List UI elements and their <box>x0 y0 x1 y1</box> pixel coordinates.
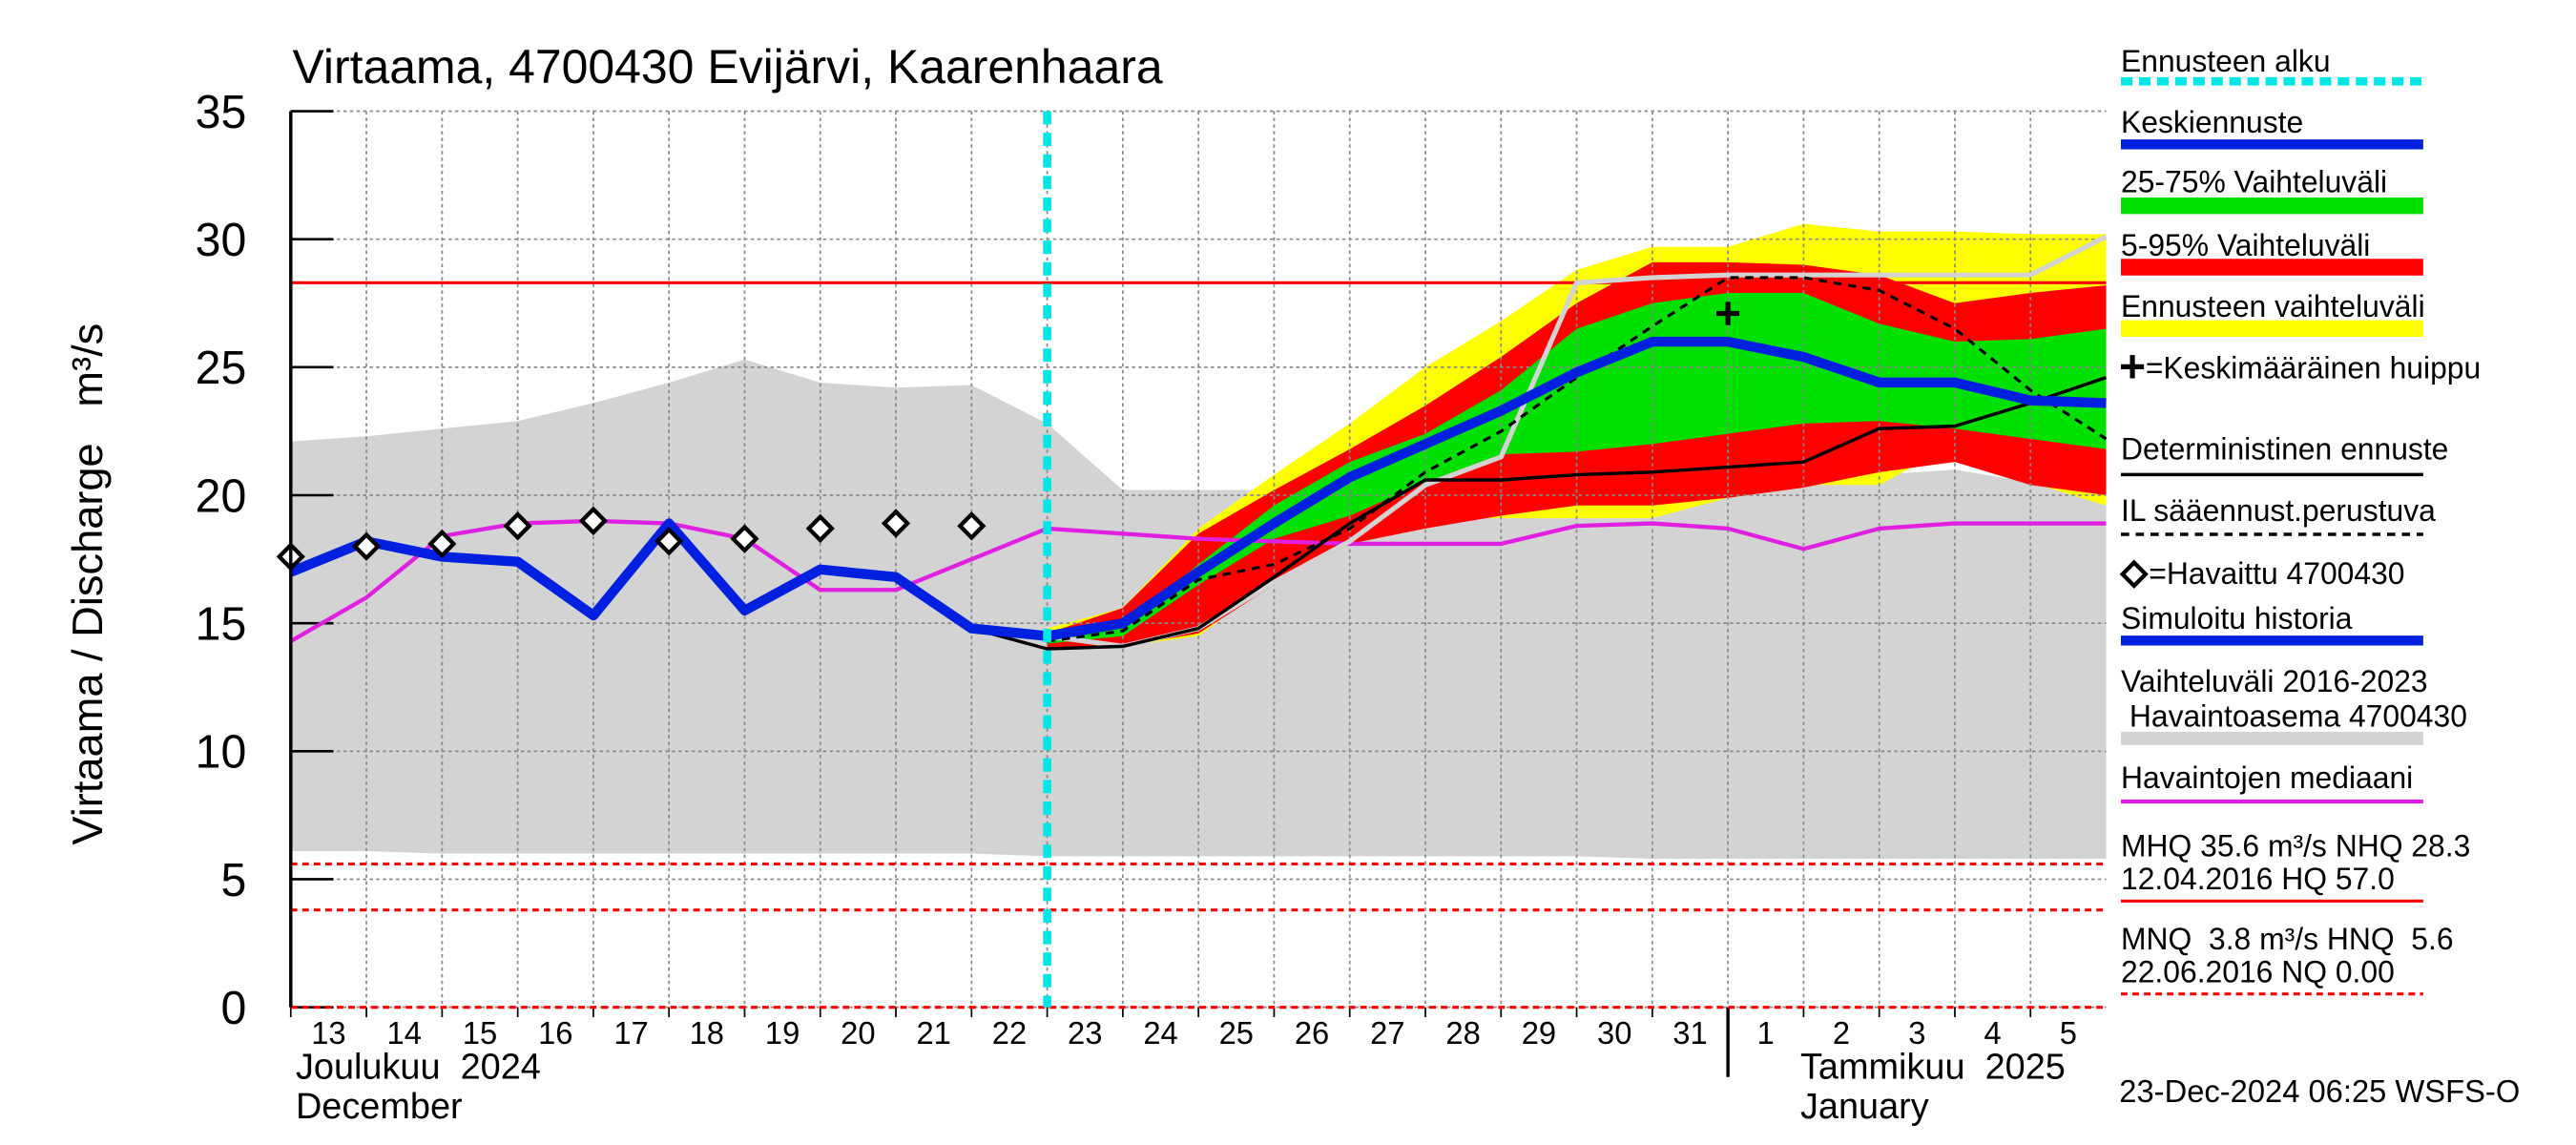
x-tick-label: 28 <box>1445 1015 1480 1051</box>
y-tick-label: 15 <box>196 598 247 650</box>
legend-label: 25-75% Vaihteluväli <box>2121 165 2387 199</box>
observed-point <box>427 529 457 559</box>
x-tick-label: 20 <box>841 1015 875 1051</box>
band <box>1047 293 2107 644</box>
legend-label: 5-95% Vaihteluväli <box>2121 228 2370 262</box>
legend-label: MHQ 35.6 m³/s NHQ 28.3 <box>2121 828 2470 863</box>
x-tick-label: 31 <box>1672 1015 1707 1051</box>
x-tick-label: 29 <box>1522 1015 1556 1051</box>
y-tick-label: 30 <box>196 215 247 266</box>
series-line <box>1046 336 2107 641</box>
x-tick-label: 24 <box>1143 1015 1177 1051</box>
y-tick-label: 25 <box>196 343 247 394</box>
x-tick-label: 26 <box>1295 1015 1329 1051</box>
x-tick-label: 3 <box>1908 1015 1925 1051</box>
observed-point <box>351 531 382 561</box>
observed-point <box>654 527 684 556</box>
y-tick-label: 0 <box>220 983 246 1034</box>
timestamp: 23-Dec-2024 06:25 WSFS-O <box>2119 1073 2520 1109</box>
x-tick-label: 15 <box>463 1015 497 1051</box>
x-tick-label: 21 <box>916 1015 950 1051</box>
series-line <box>288 518 1049 641</box>
observed-point <box>881 509 911 538</box>
chart-title: Virtaama, 4700430 Evijärvi, Kaarenhaara <box>293 40 1163 94</box>
observed-point <box>578 506 609 536</box>
legend-label: =Havaittu 4700430 <box>2149 556 2404 591</box>
x-tick-label: 19 <box>765 1015 800 1051</box>
series-line <box>970 376 2108 651</box>
observed-point <box>957 510 987 541</box>
legend-label: =Keskimääräinen huippu <box>2146 350 2481 385</box>
legend-label: Havaintoasema 4700430 <box>2121 699 2467 734</box>
y-tick-label: 5 <box>220 855 246 906</box>
x-tick-label: 17 <box>613 1015 648 1051</box>
legend-label: 22.06.2016 NQ 0.00 <box>2121 954 2395 989</box>
observed-point <box>805 513 835 544</box>
y-tick-label: 10 <box>196 727 247 779</box>
legend-label: IL sääennust.perustuva <box>2121 493 2436 528</box>
x-tick-label: 25 <box>1219 1015 1254 1051</box>
legend-label: 12.04.2016 HQ 57.0 <box>2121 862 2395 896</box>
observed-point <box>730 524 759 553</box>
legend-label: MNQ 3.8 m³/s HNQ 5.6 <box>2121 922 2454 956</box>
legend-symbol <box>2121 355 2145 379</box>
x-tick-label: 30 <box>1597 1015 1631 1051</box>
observed-point <box>503 510 532 541</box>
x-tick-label: 13 <box>311 1015 345 1051</box>
legend-label: Vaihteluväli 2016-2023 <box>2121 664 2428 698</box>
legend-label: Havaintojen mediaani <box>2121 760 2413 795</box>
month-label: December <box>296 1087 463 1127</box>
x-tick-label: 4 <box>1984 1015 2002 1051</box>
y-axis-label: Virtaama / Discharge m³/s <box>63 323 112 845</box>
legend-label: Simuloitu historia <box>2121 601 2353 635</box>
legend-label: Keskiennuste <box>2121 105 2303 139</box>
y-tick-label: 35 <box>196 87 247 138</box>
x-tick-label: 1 <box>1757 1015 1775 1051</box>
legend-symbol <box>2119 559 2149 589</box>
x-tick-label: 14 <box>387 1015 422 1051</box>
month-label: Joulukuu 2024 <box>296 1047 541 1087</box>
x-tick-label: 23 <box>1068 1015 1102 1051</box>
peak-marker <box>1716 302 1740 325</box>
series-line <box>1047 276 2108 643</box>
x-tick-label: 27 <box>1370 1015 1404 1051</box>
x-tick-label: 16 <box>538 1015 572 1051</box>
legend-label: Ennusteen alku <box>2121 44 2331 78</box>
x-tick-label: 18 <box>690 1015 724 1051</box>
legend-label: Deterministinen ennuste <box>2121 432 2448 467</box>
x-tick-label: 5 <box>2060 1015 2077 1051</box>
month-label: Tammikuu 2025 <box>1800 1047 2066 1087</box>
y-tick-label: 20 <box>196 470 247 522</box>
x-tick-label: 2 <box>1833 1015 1850 1051</box>
month-label: January <box>1800 1087 1929 1127</box>
x-tick-label: 22 <box>992 1015 1027 1051</box>
legend-label: Ennusteen vaihteluväli <box>2121 289 2425 323</box>
